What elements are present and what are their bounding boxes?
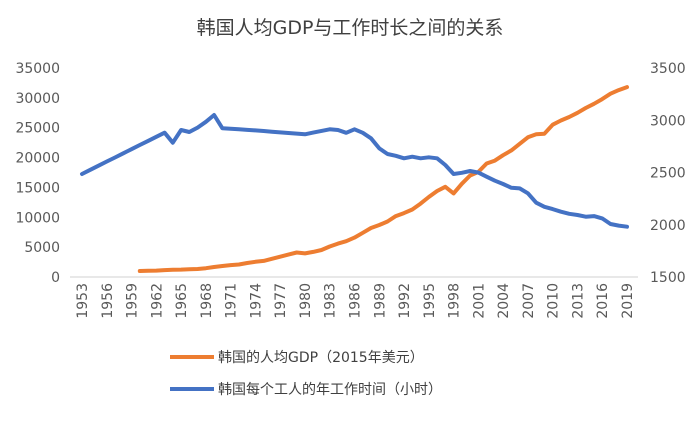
left-y-tick-label: 30000 (15, 91, 60, 107)
x-tick-label: 2010 (546, 283, 562, 319)
left-y-tick-label: 5000 (24, 240, 60, 256)
x-tick-label: 1968 (199, 283, 215, 319)
x-tick-label: 1995 (422, 283, 438, 319)
x-tick-label: 2007 (521, 283, 537, 319)
x-tick-label: 2001 (471, 283, 487, 319)
x-tick-label: 2013 (570, 283, 586, 319)
right-axis-ticks: 1500 2000 2500 3000 3500 (650, 61, 686, 286)
legend-label-hours: 韩国每个工人的年工作时间（小时） (218, 382, 442, 398)
left-y-tick-label: 35000 (15, 61, 60, 77)
legend-label-gdp: 韩国的人均GDP（2015年美元） (218, 350, 424, 366)
x-tick-label: 1965 (174, 283, 190, 319)
right-y-tick-label: 2500 (650, 166, 686, 182)
gdp-series-line (137, 85, 629, 273)
left-y-tick-label: 0 (51, 270, 60, 286)
x-axis-ticks: 1953 1956 1959 1962 1965 1968 1971 1974 1977 1980… (75, 283, 636, 319)
left-y-tick-label: 25000 (15, 121, 60, 137)
right-y-tick-label: 1500 (650, 270, 686, 286)
left-y-tick-label: 10000 (15, 210, 60, 226)
x-tick-label: 1962 (149, 283, 165, 319)
x-tick-label: 1992 (397, 283, 413, 319)
hours-series-line (80, 113, 629, 229)
x-tick-label: 1998 (447, 283, 463, 319)
right-y-tick-label: 2000 (650, 218, 686, 234)
x-tick-label: 1971 (224, 283, 240, 319)
x-tick-label: 1959 (125, 283, 141, 319)
left-y-tick-label: 20000 (15, 151, 60, 167)
legend: 韩国的人均GDP（2015年美元） 韩国每个工人的年工作时间（小时） (170, 350, 442, 398)
right-y-tick-label: 3000 (650, 113, 686, 129)
x-tick-label: 2004 (496, 283, 512, 319)
chart-title: 韩国人均GDP与工作时长之间的关系 (197, 17, 504, 39)
left-y-tick-label: 15000 (15, 180, 60, 196)
x-tick-label: 1956 (100, 283, 116, 319)
x-tick-label: 1977 (273, 283, 289, 319)
left-axis-ticks: 0 5000 10000 15000 20000 25000 30000 35000 (15, 61, 60, 286)
x-tick-label: 2019 (620, 283, 636, 319)
x-tick-label: 1986 (348, 283, 364, 319)
x-tick-label: 2016 (595, 283, 611, 319)
x-tick-label: 1989 (372, 283, 388, 319)
series-lines (80, 85, 629, 273)
right-y-tick-label: 3500 (650, 61, 686, 77)
x-tick-label: 1983 (323, 283, 339, 319)
x-tick-label: 1953 (75, 283, 91, 319)
x-tick-label: 1974 (248, 283, 264, 319)
x-tick-label: 1980 (298, 283, 314, 319)
